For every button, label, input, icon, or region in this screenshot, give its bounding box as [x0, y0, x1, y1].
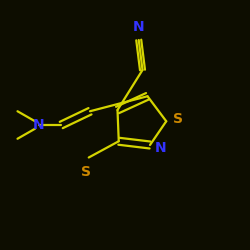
Text: N: N	[33, 118, 44, 132]
Text: S: S	[172, 112, 182, 126]
Text: S: S	[81, 165, 91, 179]
Text: N: N	[133, 20, 144, 34]
Text: N: N	[155, 140, 166, 154]
